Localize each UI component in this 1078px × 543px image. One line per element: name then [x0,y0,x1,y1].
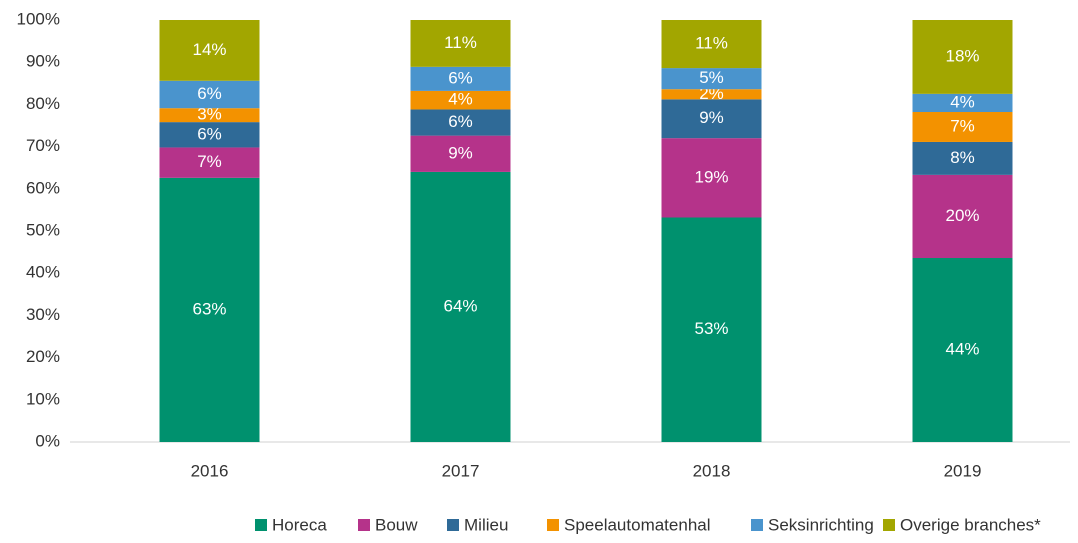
bar-segment [661,217,762,442]
value-label: 6% [448,68,473,87]
bar-segment [661,138,762,218]
bar-segment [912,258,1013,442]
value-label: 20% [945,206,979,225]
bar-segment [661,68,762,90]
value-label: 9% [699,108,724,127]
legend-label: Horeca [272,515,327,534]
legend-swatch [447,519,459,531]
bar-segment [159,122,260,148]
bar-segment [410,20,511,67]
value-label: 4% [950,92,975,111]
value-label: 19% [694,167,728,186]
y-tick-label: 10% [26,389,60,408]
value-label: 14% [192,40,226,59]
y-tick-label: 60% [26,178,60,197]
value-label: 11% [444,33,477,52]
bar-segment [410,66,511,91]
y-tick-label: 40% [26,263,60,282]
y-tick-label: 0% [35,431,60,450]
bar-segment [661,89,762,100]
value-label: 5% [699,68,724,87]
legend-swatch [547,519,559,531]
legend-label: Milieu [464,515,508,534]
value-label: 7% [950,116,975,135]
bar-segment [661,99,762,139]
value-label: 6% [448,112,473,131]
bar-segment [661,20,762,69]
y-tick-label: 90% [26,52,60,71]
bar-segment [912,111,1013,142]
legend-swatch [883,519,895,531]
y-tick-label: 30% [26,305,60,324]
value-label: 6% [197,124,222,143]
legend-label: Speelautomatenhal [564,515,711,534]
legend-swatch [255,519,267,531]
value-label: 4% [448,90,473,109]
legend-label: Overige branches* [900,515,1041,534]
x-tick-label: 2019 [944,461,982,480]
bar-segment [159,147,260,178]
value-label: 7% [197,152,222,171]
legend-label: Seksinrichting [768,515,874,534]
value-label: 8% [950,148,975,167]
bar-segment [410,171,511,443]
bar-segment [410,135,511,172]
value-label: 63% [192,299,226,318]
bar-segment [912,93,1013,112]
value-label: 18% [945,46,979,65]
y-tick-label: 100% [17,9,60,28]
bar-segment [912,141,1013,175]
bar-segment [410,109,511,136]
bar-segment [159,108,260,123]
y-tick-label: 80% [26,94,60,113]
bar-segment [159,20,260,81]
y-tick-label: 50% [26,220,60,239]
legend-swatch [358,519,370,531]
legend-label: Bouw [375,515,418,534]
bar-segment [410,90,511,110]
y-tick-label: 20% [26,347,60,366]
x-tick-label: 2017 [442,461,480,480]
bar-segment [912,174,1013,259]
value-label: 53% [694,319,728,338]
legend-swatch [751,519,763,531]
value-label: 64% [443,296,477,315]
x-tick-label: 2018 [693,461,731,480]
value-label: 3% [197,105,222,124]
value-label: 6% [197,84,222,103]
x-tick-label: 2016 [191,461,229,480]
bar-segment [912,20,1013,94]
bar-segment [159,177,260,442]
y-tick-label: 70% [26,136,60,155]
value-label: 44% [945,339,979,358]
bar-segment [159,80,260,109]
value-label: 11% [695,34,728,53]
value-label: 9% [448,143,473,162]
